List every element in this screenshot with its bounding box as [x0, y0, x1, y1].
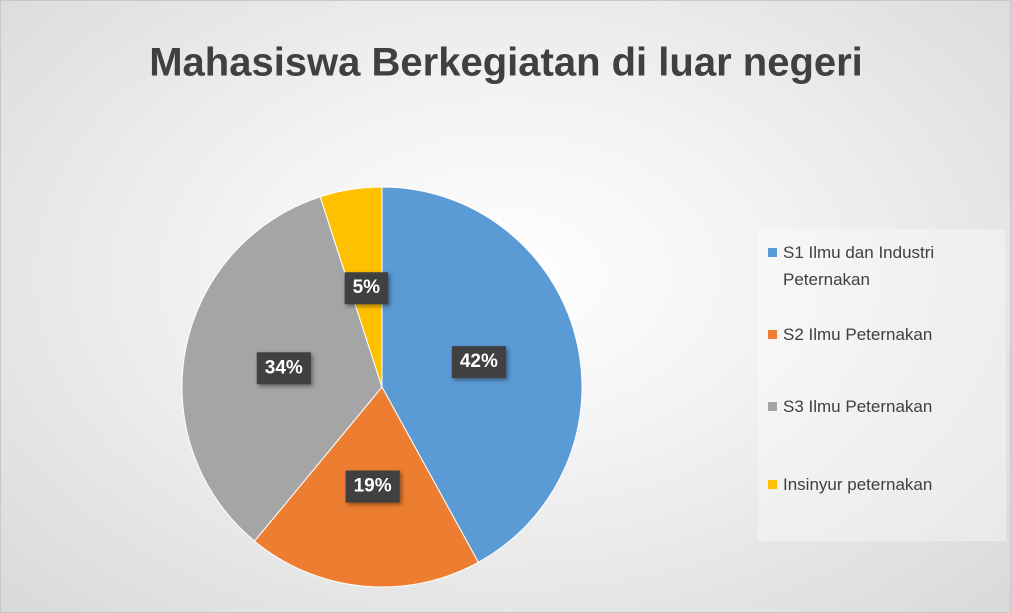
data-label-text: 5% [353, 277, 381, 298]
legend-swatch [768, 330, 777, 339]
data-label-box [451, 346, 506, 379]
legend-swatch [768, 248, 777, 257]
legend-swatch [768, 480, 777, 489]
legend-entry: S3 Ilmu Peternakan [768, 393, 1004, 420]
legend-label: S2 Ilmu Peternakan [783, 325, 933, 344]
legend-entry: Insinyur peternakan [768, 471, 1004, 498]
legend-swatch [768, 402, 777, 411]
chart-title: Mahasiswa Berkegiatan di luar negeri [149, 41, 863, 85]
data-label-text: 34% [265, 357, 303, 378]
data-label-text: 42% [460, 351, 498, 372]
legend: S1 Ilmu dan Industri Peternakan S2 Ilmu P… [758, 229, 1006, 541]
data-label-box [344, 272, 389, 305]
data-label-box [345, 470, 400, 503]
data-label: 19% [345, 470, 400, 503]
data-label: 5% [344, 272, 389, 305]
legend-label: Insinyur peternakan [783, 475, 933, 494]
legend-entry: S1 Ilmu dan Industri Peternakan [768, 239, 1004, 293]
legend-entry: S2 Ilmu Peternakan [768, 321, 1004, 348]
data-label-text: 19% [354, 476, 392, 497]
data-label-box [256, 352, 311, 385]
legend-label: S3 Ilmu Peternakan [783, 397, 933, 416]
data-label: 42% [451, 346, 506, 379]
data-label: 34% [256, 352, 311, 385]
legend-label: S1 Ilmu dan Industri Peternakan [783, 243, 935, 289]
